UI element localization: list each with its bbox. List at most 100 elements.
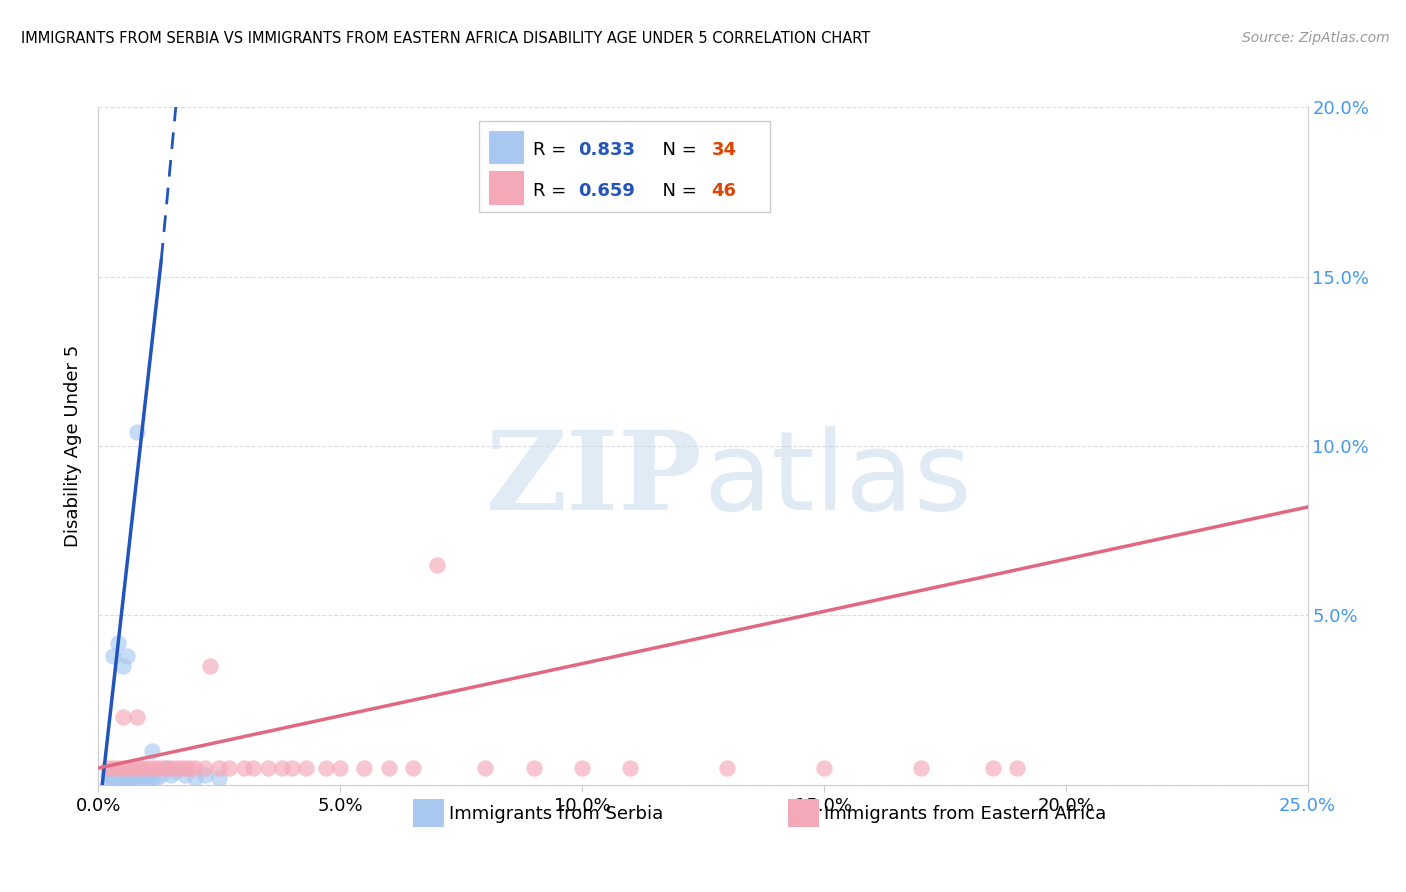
Point: [135, 768, 157, 782]
Point: [107, 761, 129, 775]
Point: [295, 761, 318, 775]
Point: [474, 761, 496, 775]
Point: [121, 764, 143, 779]
Point: [135, 761, 157, 775]
Point: [121, 771, 143, 785]
Point: [813, 761, 835, 775]
Point: [101, 761, 124, 775]
Text: IMMIGRANTS FROM SERBIA VS IMMIGRANTS FROM EASTERN AFRICA DISABILITY AGE UNDER 5 : IMMIGRANTS FROM SERBIA VS IMMIGRANTS FRO…: [21, 31, 870, 46]
Point: [111, 761, 134, 775]
Text: R =: R =: [533, 141, 571, 159]
Point: [150, 768, 173, 782]
Text: atlas: atlas: [703, 426, 972, 533]
Point: [127, 761, 149, 775]
Point: [127, 774, 149, 789]
Point: [97, 768, 120, 782]
Point: [127, 768, 149, 782]
Point: [131, 771, 153, 785]
Text: 34: 34: [711, 141, 737, 159]
Point: [981, 761, 1004, 775]
Point: [107, 774, 129, 789]
FancyBboxPatch shape: [479, 120, 769, 212]
Point: [117, 761, 139, 775]
Point: [141, 744, 163, 758]
Point: [111, 768, 134, 782]
Point: [174, 761, 197, 775]
Point: [111, 659, 134, 673]
Point: [101, 771, 124, 785]
Point: [571, 761, 593, 775]
Point: [141, 761, 163, 775]
FancyBboxPatch shape: [489, 171, 523, 204]
Point: [111, 774, 134, 789]
Point: [150, 761, 173, 775]
Point: [184, 771, 207, 785]
Point: [1007, 761, 1029, 775]
Point: [117, 649, 139, 664]
Point: [242, 761, 264, 775]
Point: [165, 764, 187, 779]
Text: R =: R =: [533, 182, 571, 200]
Point: [256, 761, 278, 775]
FancyBboxPatch shape: [413, 798, 443, 826]
Point: [426, 558, 449, 572]
Point: [329, 761, 352, 775]
Point: [716, 761, 738, 775]
Point: [402, 761, 425, 775]
Point: [155, 761, 177, 775]
Point: [315, 761, 337, 775]
Point: [107, 764, 129, 779]
Point: [117, 768, 139, 782]
Point: [619, 761, 641, 775]
Point: [117, 774, 139, 789]
Text: N =: N =: [651, 182, 703, 200]
Point: [208, 771, 231, 785]
Text: 46: 46: [711, 182, 737, 200]
Point: [179, 761, 201, 775]
Point: [165, 761, 187, 775]
Point: [101, 649, 124, 664]
Text: Immigrants from Serbia: Immigrants from Serbia: [449, 805, 664, 823]
Point: [281, 761, 304, 775]
Point: [101, 774, 124, 789]
Point: [97, 774, 120, 789]
Point: [155, 761, 177, 775]
Text: Source: ZipAtlas.com: Source: ZipAtlas.com: [1241, 31, 1389, 45]
Point: [232, 761, 254, 775]
Point: [111, 710, 134, 724]
Text: Immigrants from Eastern Africa: Immigrants from Eastern Africa: [824, 805, 1107, 823]
Point: [131, 761, 153, 775]
Y-axis label: Disability Age Under 5: Disability Age Under 5: [65, 345, 83, 547]
Point: [145, 761, 167, 775]
Point: [141, 771, 163, 785]
Point: [194, 768, 217, 782]
Text: ZIP: ZIP: [486, 426, 703, 533]
Point: [160, 768, 183, 782]
Point: [353, 761, 375, 775]
Point: [377, 761, 399, 775]
Point: [218, 761, 240, 775]
Point: [131, 761, 153, 775]
Point: [184, 761, 207, 775]
Point: [97, 761, 120, 775]
FancyBboxPatch shape: [787, 798, 818, 826]
Text: 0.833: 0.833: [578, 141, 636, 159]
FancyBboxPatch shape: [489, 131, 523, 163]
Point: [271, 761, 294, 775]
Point: [107, 635, 129, 649]
Point: [174, 768, 197, 782]
Text: 0.659: 0.659: [578, 182, 636, 200]
Point: [910, 761, 932, 775]
Point: [194, 761, 217, 775]
Point: [198, 659, 221, 673]
Point: [160, 761, 183, 775]
Point: [135, 774, 157, 789]
Point: [169, 761, 191, 775]
Point: [127, 710, 149, 724]
Point: [145, 771, 167, 785]
Text: N =: N =: [651, 141, 703, 159]
Point: [127, 425, 149, 440]
Point: [208, 761, 231, 775]
Point: [121, 761, 143, 775]
Point: [523, 761, 546, 775]
